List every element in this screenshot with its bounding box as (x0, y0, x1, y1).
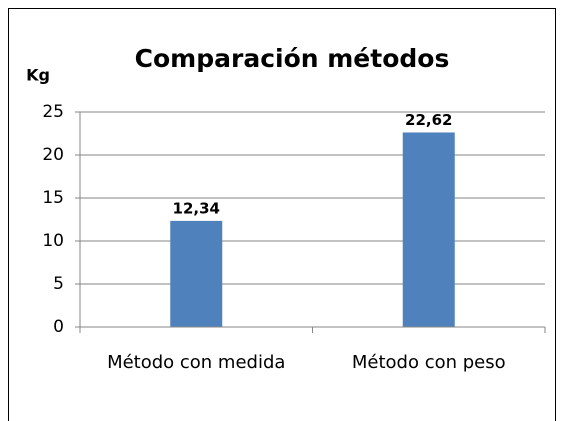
y-tick-label: 5 (53, 274, 64, 294)
data-label: 22,62 (405, 111, 452, 129)
chart-frame (8, 8, 556, 421)
y-axis-label: Kg (26, 66, 50, 85)
data-label: 12,34 (173, 199, 220, 217)
bar (402, 132, 455, 327)
y-tick-label: 25 (42, 102, 64, 122)
y-tick-label: 10 (42, 231, 64, 251)
x-tick-label: Método con peso (352, 352, 506, 373)
y-tick-label: 20 (42, 145, 64, 165)
y-tick-label: 15 (42, 188, 64, 208)
chart-title: Comparación métodos (135, 44, 450, 73)
bar (170, 220, 223, 327)
y-tick-label: 0 (53, 317, 64, 337)
x-tick-label: Método con medida (107, 352, 285, 373)
